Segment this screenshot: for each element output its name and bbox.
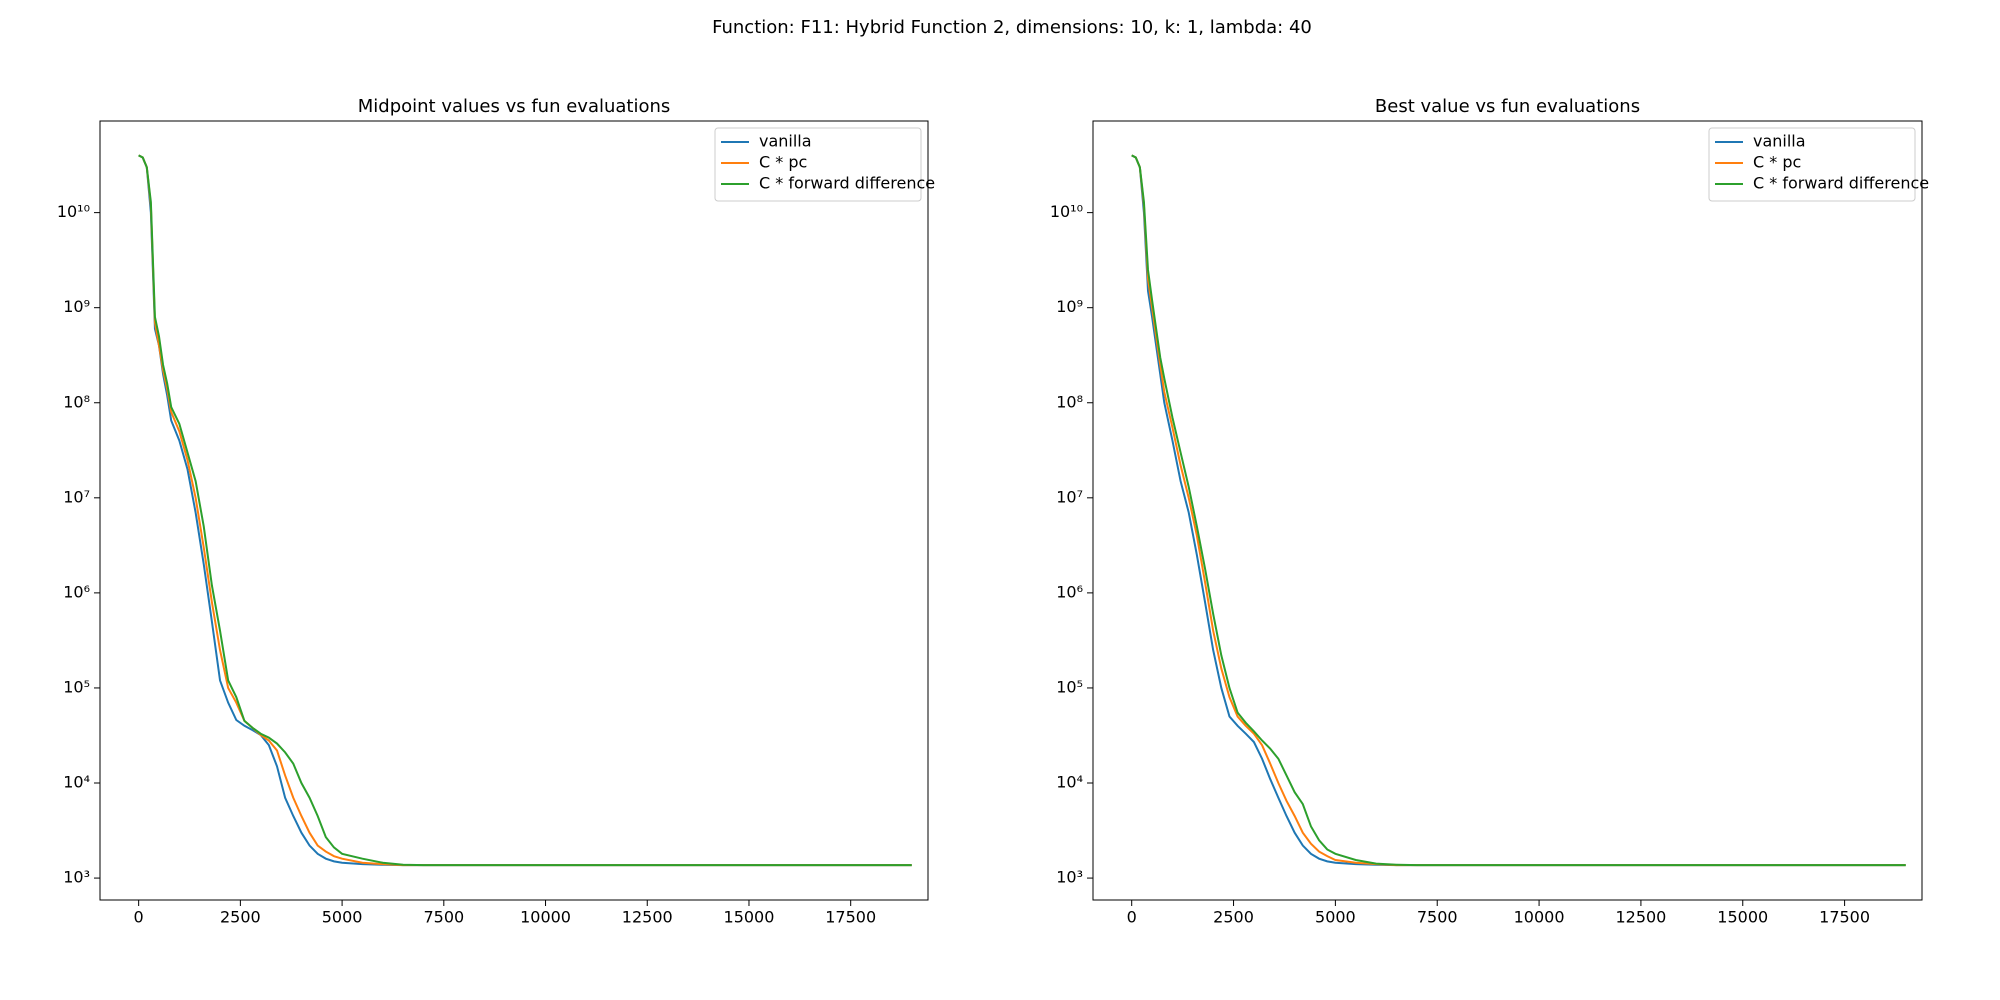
y-tick-label: 10⁷ bbox=[63, 487, 90, 506]
y-tick-label: 10¹⁰ bbox=[57, 202, 90, 221]
y-tick-label: 10⁸ bbox=[1056, 392, 1083, 411]
legend-box bbox=[714, 127, 922, 202]
y-tick-label: 10⁵ bbox=[63, 677, 90, 696]
y-tick-label: 10⁷ bbox=[1056, 487, 1083, 506]
x-tick-label: 0 bbox=[1127, 908, 1137, 927]
x-tick-label: 2500 bbox=[220, 908, 261, 927]
y-tick-label: 10⁶ bbox=[1056, 582, 1083, 601]
legend-label: vanilla bbox=[1753, 132, 1806, 151]
y-tick-label: 10⁹ bbox=[63, 297, 90, 316]
x-tick-label: 17500 bbox=[825, 908, 876, 927]
x-tick-label: 5000 bbox=[1315, 908, 1356, 927]
axes-frame bbox=[1092, 120, 1923, 901]
x-tick-label: 5000 bbox=[322, 908, 363, 927]
x-tick-label: 7500 bbox=[1417, 908, 1458, 927]
subplot-title: Midpoint values vs fun evaluations bbox=[358, 96, 671, 117]
y-tick-label: 10⁶ bbox=[63, 582, 90, 601]
x-tick-label: 15000 bbox=[1717, 908, 1768, 927]
legend-label: C * forward difference bbox=[759, 174, 935, 193]
subplot: Midpoint values vs fun evaluations 0 2500 5… bbox=[57, 96, 935, 927]
y-tick-label: 10⁹ bbox=[1056, 297, 1083, 316]
y-tick-label: 10³ bbox=[63, 868, 90, 887]
x-tick-label: 12500 bbox=[622, 908, 673, 927]
series-line bbox=[138, 154, 912, 867]
legend-label: C * forward difference bbox=[1753, 174, 1929, 193]
subplot: Best value vs fun evaluations 0 2500 5000 75… bbox=[1050, 96, 1929, 927]
y-tick-label: 10⁸ bbox=[63, 392, 90, 411]
y-tick-label: 10³ bbox=[1056, 868, 1083, 887]
legend-label: C * pc bbox=[1753, 153, 1801, 172]
legend-box bbox=[1708, 127, 1916, 202]
x-tick-label: 17500 bbox=[1819, 908, 1870, 927]
x-tick-label: 2500 bbox=[1213, 908, 1254, 927]
subplot-title: Best value vs fun evaluations bbox=[1375, 96, 1640, 117]
axes-frame bbox=[99, 120, 929, 901]
y-tick-label: 10¹⁰ bbox=[1050, 202, 1083, 221]
legend: vanilla C * pc C * forward difference bbox=[714, 127, 935, 202]
legend-label: vanilla bbox=[759, 132, 812, 151]
y-tick-label: 10⁵ bbox=[1056, 677, 1083, 696]
x-tick-label: 0 bbox=[134, 908, 144, 927]
x-tick-label: 7500 bbox=[423, 908, 464, 927]
y-tick-label: 10⁴ bbox=[1056, 773, 1083, 792]
y-tick-label: 10⁴ bbox=[63, 773, 90, 792]
x-tick-label: 10000 bbox=[520, 908, 571, 927]
series-line bbox=[1131, 154, 1906, 867]
figure-title: Function: F11: Hybrid Function 2, dimens… bbox=[712, 17, 1312, 38]
x-tick-label: 12500 bbox=[1615, 908, 1666, 927]
legend: vanilla C * pc C * forward difference bbox=[1708, 127, 1929, 202]
legend-label: C * pc bbox=[759, 153, 807, 172]
x-tick-label: 10000 bbox=[1514, 908, 1565, 927]
x-tick-label: 15000 bbox=[724, 908, 775, 927]
